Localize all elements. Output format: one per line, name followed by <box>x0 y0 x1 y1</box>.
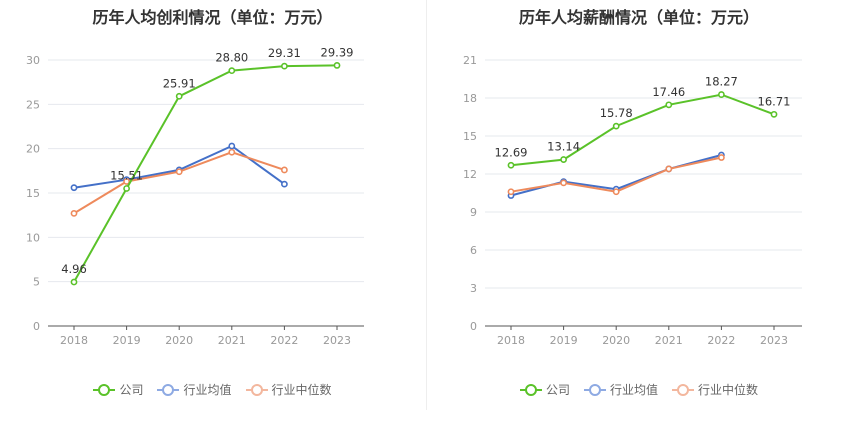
data-label: 4.96 <box>61 262 87 276</box>
legend-company-line-icon <box>519 383 542 397</box>
data-label: 18.27 <box>705 75 738 89</box>
data-point-company <box>665 101 673 109</box>
legend-industry-median-line-icon <box>672 383 694 397</box>
legend-industry-avg-line-icon <box>157 383 180 397</box>
y-tick-label: 10 <box>26 231 40 244</box>
salary-per-capita-chart: 历年人均薪酬情况（单位：万元） 0 3 6 9 12 15 18 21 2018 2019 2020… <box>428 0 850 437</box>
data-point-industry-median <box>70 209 78 217</box>
y-tick-label: 5 <box>33 276 40 289</box>
data-point-company <box>175 92 183 100</box>
chart-legend: 公司 行业均值 行业中位数 <box>0 381 425 398</box>
data-point-company <box>280 62 288 70</box>
legend-industry-median-line-icon <box>245 383 268 397</box>
x-tick-label: 2018 <box>60 334 88 347</box>
legend-item-company[interactable]: 公司 <box>519 381 570 398</box>
chart-title: 历年人均薪酬情况（单位：万元） <box>518 8 759 27</box>
chart-plot-area: 0 5 10 15 20 25 30 2018 2019 2020 2021 2022 2023 4.96… <box>26 45 364 347</box>
legend-item-industry-avg[interactable]: 行业均值 <box>157 381 232 398</box>
x-tick-label: 2019 <box>550 334 578 347</box>
data-point-industry-median <box>560 179 567 187</box>
data-point-company <box>123 185 130 192</box>
y-tick-label: 15 <box>26 187 40 200</box>
y-tick-label: 0 <box>33 320 40 333</box>
data-point-industry-median <box>717 154 725 161</box>
x-tick-label: 2023 <box>323 334 351 347</box>
data-point-industry-avg <box>228 142 236 150</box>
data-label: 13.14 <box>547 140 580 154</box>
y-tick-label: 0 <box>470 320 477 333</box>
data-point-industry-median <box>228 148 236 156</box>
data-point-company <box>717 91 725 98</box>
legend-item-industry-median[interactable]: 行业中位数 <box>245 381 332 398</box>
legend-label: 行业均值 <box>609 383 658 397</box>
data-point-industry-median <box>175 168 183 176</box>
x-tick-label: 2022 <box>707 334 735 347</box>
data-point-industry-median <box>507 188 515 196</box>
data-label: 12.69 <box>495 145 528 159</box>
data-point-company <box>612 122 620 130</box>
y-tick-label: 25 <box>26 98 40 111</box>
data-point-company <box>70 278 78 286</box>
y-tick-label: 6 <box>470 244 477 257</box>
y-tick-label: 18 <box>463 92 477 105</box>
data-label: 28.80 <box>215 51 248 65</box>
data-label: 29.31 <box>268 46 301 60</box>
y-tick-label: 12 <box>463 168 477 181</box>
series-line-company <box>510 93 775 167</box>
data-label: 25.91 <box>163 76 196 90</box>
data-point-industry-median <box>280 166 288 174</box>
y-tick-label: 9 <box>470 206 477 219</box>
y-tick-label: 20 <box>26 143 40 156</box>
data-point-industry-avg <box>280 180 288 188</box>
data-label: 16.71 <box>758 94 791 108</box>
data-point-company <box>560 156 567 163</box>
data-point-industry-median <box>665 165 673 173</box>
panel-divider <box>426 0 427 410</box>
data-label: 15.51 <box>110 168 143 182</box>
data-point-company <box>770 110 778 118</box>
x-tick-label: 2021 <box>655 334 683 347</box>
legend-label: 行业均值 <box>183 383 232 397</box>
legend-label: 公司 <box>545 383 570 397</box>
profit-per-capita-chart: 历年人均创利情况（单位：万元） 0 5 10 15 20 25 30 2018 2019 2020… <box>0 8 425 398</box>
x-tick-label: 2022 <box>270 334 298 347</box>
data-label: 17.46 <box>652 85 685 99</box>
x-tick-label: 2020 <box>602 334 630 347</box>
data-point-industry-median <box>612 188 620 196</box>
x-tick-label: 2019 <box>113 334 141 347</box>
legend-item-industry-avg[interactable]: 行业均值 <box>583 381 658 398</box>
data-point-company <box>333 62 341 69</box>
data-point-company <box>228 67 236 75</box>
y-tick-label: 15 <box>463 130 477 143</box>
legend-label: 公司 <box>119 383 144 397</box>
chart-plot-area: 0 3 6 9 12 15 18 21 2018 2019 2020 2021 2022 2023 12.6… <box>463 54 802 347</box>
legend-item-industry-median[interactable]: 行业中位数 <box>672 381 758 398</box>
chart-title: 历年人均创利情况（单位：万元） <box>92 8 333 27</box>
series-line-company <box>73 64 338 283</box>
x-tick-label: 2023 <box>760 334 788 347</box>
legend-company-line-icon <box>93 383 116 397</box>
legend-industry-avg-line-icon <box>583 383 606 397</box>
x-tick-label: 2020 <box>165 334 193 347</box>
x-tick-label: 2018 <box>497 334 525 347</box>
y-tick-label: 30 <box>26 54 40 67</box>
y-tick-label: 3 <box>470 282 477 295</box>
legend-item-company[interactable]: 公司 <box>93 381 143 398</box>
data-label: 15.78 <box>600 106 633 120</box>
data-point-industry-avg <box>70 184 78 192</box>
y-tick-label: 21 <box>463 54 477 67</box>
x-tick-label: 2021 <box>218 334 246 347</box>
chart-legend: 公司 行业均值 行业中位数 <box>428 381 850 398</box>
data-point-company <box>507 161 515 169</box>
data-label: 29.39 <box>321 45 354 59</box>
legend-label: 行业中位数 <box>271 383 332 397</box>
data-point-industry-median <box>123 178 130 185</box>
legend-label: 行业中位数 <box>698 383 759 397</box>
